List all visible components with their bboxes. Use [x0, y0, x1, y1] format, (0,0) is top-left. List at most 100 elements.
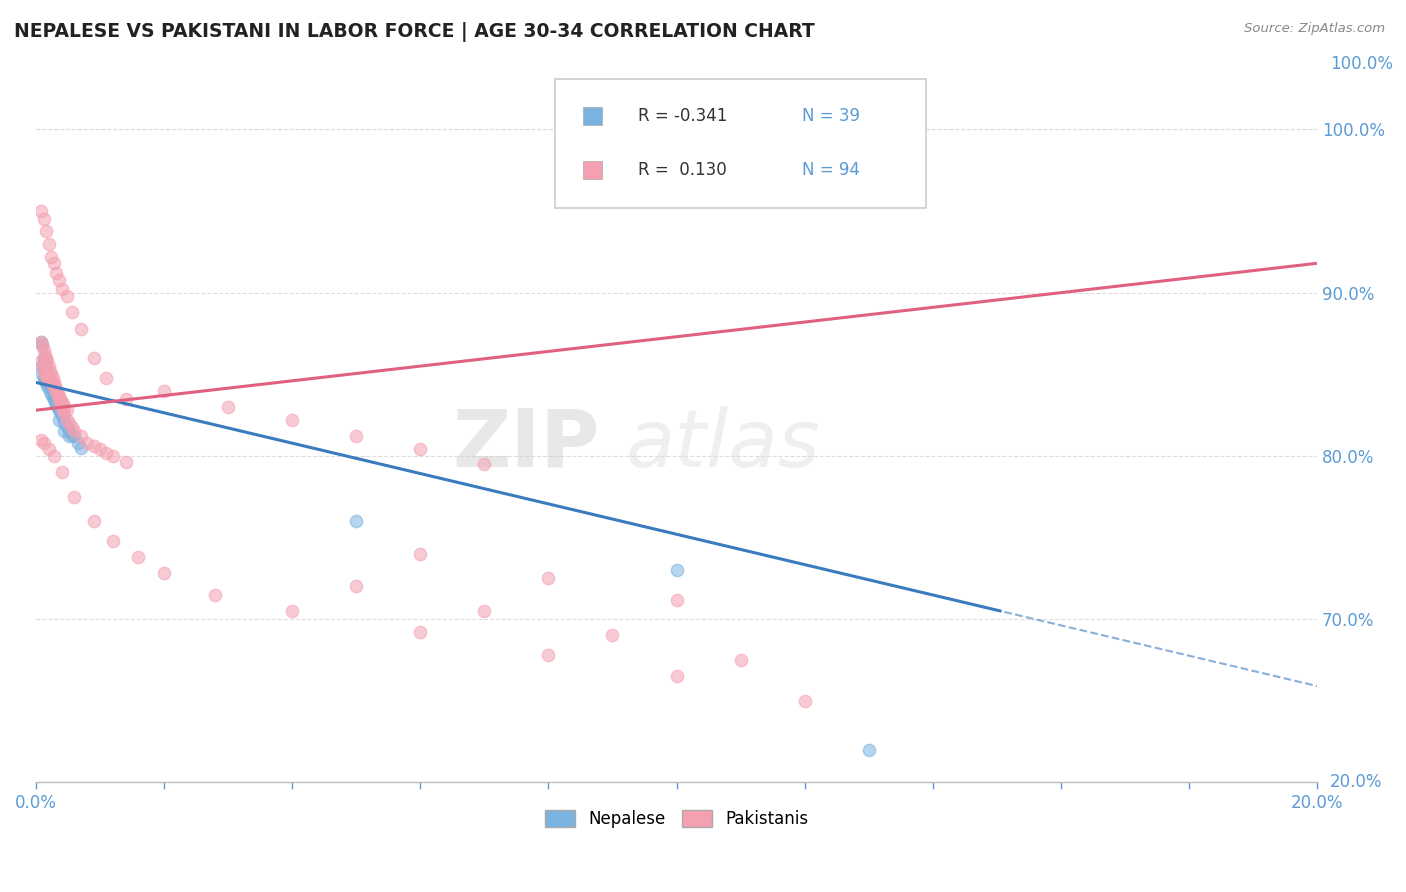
- Point: [38, 236, 60, 251]
- Point: [55, 419, 77, 434]
- Point: [58, 429, 80, 443]
- Text: 20.0%: 20.0%: [1330, 773, 1382, 791]
- Point: [153, 384, 176, 398]
- Point: [39, 384, 62, 398]
- Point: [665, 563, 688, 577]
- Point: [409, 625, 432, 640]
- Point: [53, 416, 76, 430]
- Point: [53, 425, 76, 439]
- Point: [537, 648, 560, 662]
- Point: [32, 370, 55, 384]
- Point: [281, 604, 304, 618]
- Point: [46, 400, 69, 414]
- Point: [42, 449, 65, 463]
- Point: [30, 359, 52, 373]
- Point: [89, 442, 111, 457]
- Point: [32, 212, 55, 227]
- Point: [665, 669, 688, 683]
- Point: [39, 364, 62, 378]
- Point: [52, 403, 75, 417]
- Point: [96, 445, 118, 459]
- Point: [49, 392, 72, 406]
- Point: [51, 408, 73, 422]
- Point: [153, 566, 176, 581]
- Point: [37, 378, 59, 392]
- Point: [127, 550, 149, 565]
- Point: [76, 435, 98, 450]
- Point: [45, 384, 67, 398]
- Point: [42, 256, 65, 270]
- Point: [114, 455, 136, 469]
- Bar: [583, 107, 602, 125]
- Point: [42, 390, 65, 404]
- Point: [37, 354, 59, 368]
- Point: [58, 416, 80, 430]
- Point: [38, 380, 60, 394]
- Point: [45, 384, 67, 398]
- Point: [53, 400, 76, 414]
- Point: [30, 354, 52, 368]
- Point: [63, 425, 86, 439]
- Text: ZIP: ZIP: [453, 406, 599, 483]
- Point: [38, 372, 60, 386]
- Point: [34, 368, 56, 382]
- Text: 100.0%: 100.0%: [1330, 55, 1393, 73]
- Point: [114, 392, 136, 406]
- Point: [38, 442, 60, 457]
- Point: [48, 392, 70, 406]
- Text: atlas: atlas: [626, 406, 820, 483]
- Point: [60, 419, 83, 434]
- Point: [32, 364, 55, 378]
- Point: [45, 398, 67, 412]
- Point: [52, 397, 75, 411]
- Point: [41, 377, 63, 392]
- Point: [409, 442, 432, 457]
- Point: [44, 378, 66, 392]
- Point: [35, 376, 58, 390]
- Point: [55, 289, 77, 303]
- Point: [66, 435, 89, 450]
- Point: [58, 425, 80, 439]
- Point: [35, 224, 58, 238]
- Point: [44, 380, 66, 394]
- Point: [55, 413, 77, 427]
- Point: [30, 334, 52, 349]
- Point: [217, 400, 239, 414]
- Point: [31, 338, 53, 352]
- Point: [39, 368, 62, 382]
- Point: [48, 272, 70, 286]
- Point: [44, 395, 66, 409]
- Point: [48, 403, 70, 417]
- Point: [42, 378, 65, 392]
- Point: [69, 321, 91, 335]
- Point: [344, 514, 367, 528]
- Point: [96, 370, 118, 384]
- Point: [51, 395, 73, 409]
- Point: [39, 378, 62, 392]
- Point: [344, 579, 367, 593]
- Point: [35, 351, 58, 365]
- Point: [281, 413, 304, 427]
- Text: R =  0.130: R = 0.130: [638, 161, 727, 179]
- Point: [51, 400, 73, 414]
- Point: [37, 370, 59, 384]
- Point: [63, 490, 86, 504]
- FancyBboxPatch shape: [555, 78, 927, 208]
- Point: [32, 351, 55, 365]
- Point: [101, 449, 124, 463]
- Legend: Nepalese, Pakistanis: Nepalese, Pakistanis: [538, 804, 815, 835]
- Point: [39, 250, 62, 264]
- Point: [46, 387, 69, 401]
- Point: [665, 592, 688, 607]
- Point: [31, 368, 53, 382]
- Point: [83, 351, 105, 365]
- Point: [39, 374, 62, 388]
- Point: [34, 354, 56, 368]
- Point: [730, 653, 752, 667]
- Point: [60, 305, 83, 319]
- Point: [38, 359, 60, 373]
- Point: [51, 282, 73, 296]
- Point: [42, 376, 65, 390]
- Bar: [583, 161, 602, 179]
- Point: [83, 439, 105, 453]
